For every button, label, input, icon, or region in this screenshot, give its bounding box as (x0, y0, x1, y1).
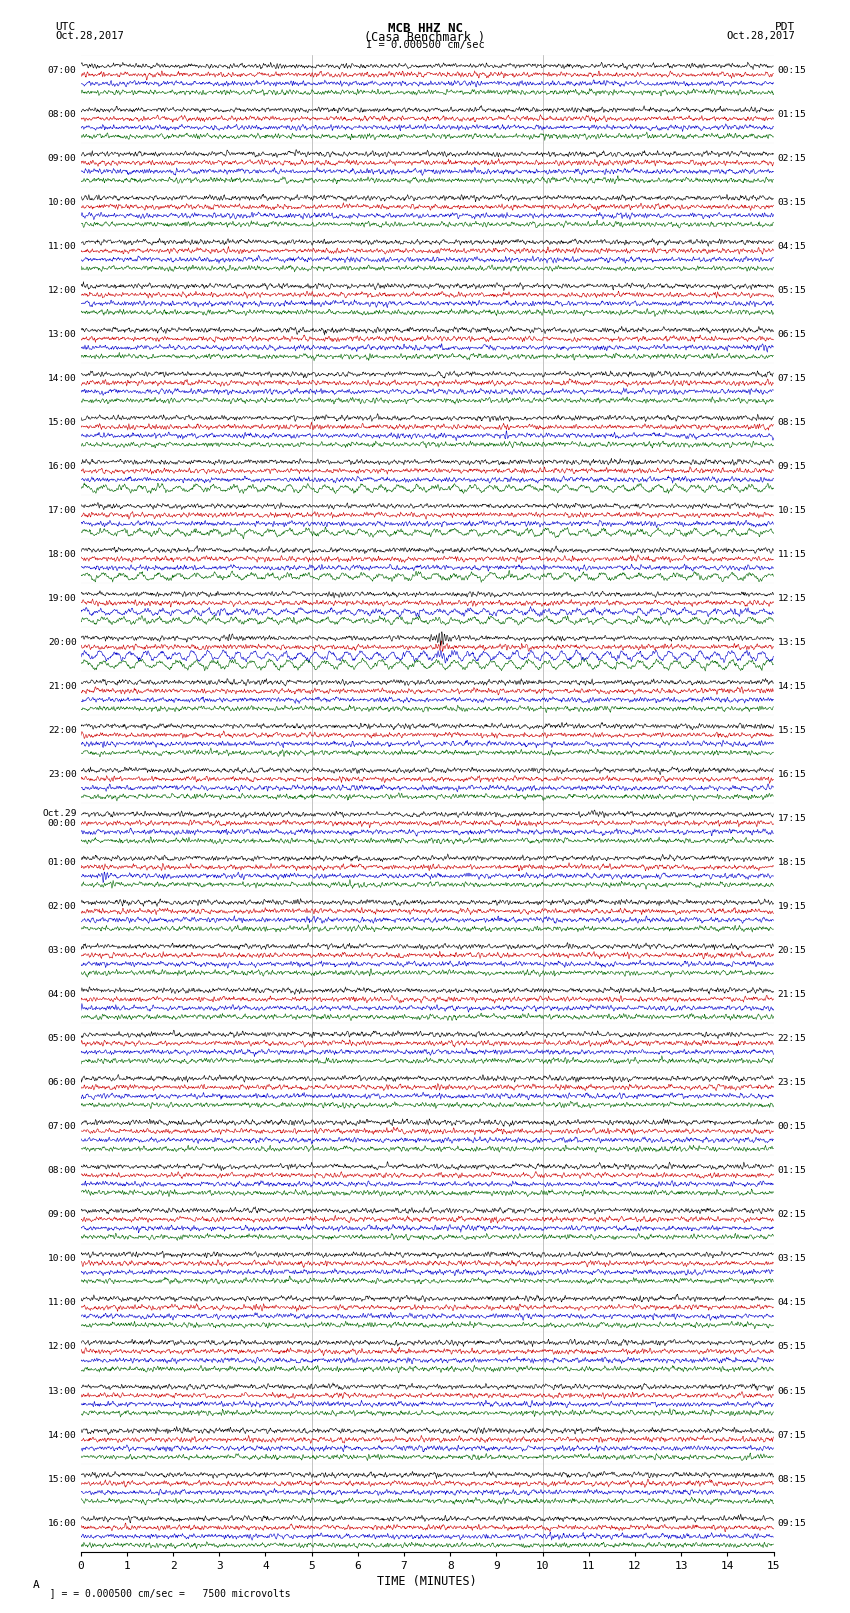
X-axis label: TIME (MINUTES): TIME (MINUTES) (377, 1574, 477, 1587)
Text: (Casa Benchmark ): (Casa Benchmark ) (365, 31, 485, 44)
Text: Oct.28,2017: Oct.28,2017 (55, 31, 124, 40)
Text: ] = = 0.000500 cm/sec =   7500 microvolts: ] = = 0.000500 cm/sec = 7500 microvolts (38, 1589, 291, 1598)
Text: Oct.28,2017: Oct.28,2017 (726, 31, 795, 40)
Text: UTC: UTC (55, 23, 76, 32)
Text: PDT: PDT (774, 23, 795, 32)
Text: MCB HHZ NC: MCB HHZ NC (388, 23, 462, 35)
Text: A: A (32, 1581, 39, 1590)
Text: I = 0.000500 cm/sec: I = 0.000500 cm/sec (366, 39, 484, 50)
